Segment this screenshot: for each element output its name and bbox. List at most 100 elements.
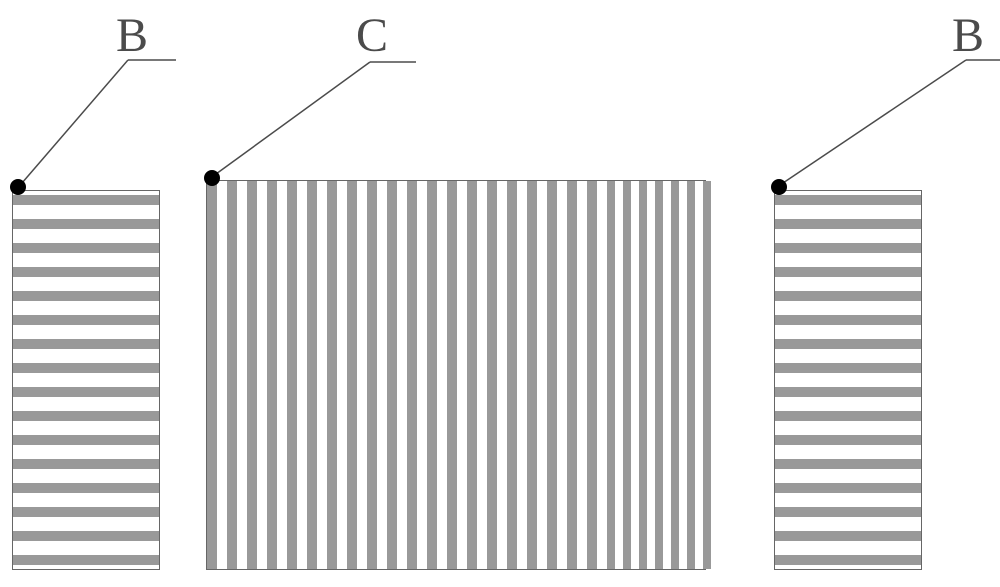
stripe-gap bbox=[647, 181, 655, 569]
stripe-gap bbox=[775, 229, 921, 243]
stripe bbox=[775, 555, 921, 565]
stripe-gap bbox=[775, 421, 921, 435]
stripe-gap bbox=[775, 301, 921, 315]
stripe bbox=[775, 363, 921, 373]
stripe-gap bbox=[775, 397, 921, 411]
stripe-gap bbox=[13, 421, 159, 435]
stripe-gap bbox=[13, 253, 159, 267]
stripe-gap bbox=[13, 229, 159, 243]
block-b-right bbox=[774, 190, 922, 570]
stripe bbox=[467, 181, 477, 569]
stripe bbox=[13, 507, 159, 517]
block-b-left bbox=[12, 190, 160, 570]
callout-dot bbox=[771, 179, 787, 195]
stripe-gap bbox=[13, 541, 159, 555]
stripe-gap bbox=[13, 325, 159, 339]
stripe bbox=[427, 181, 437, 569]
stripe-gap bbox=[577, 181, 587, 569]
stripe-gap bbox=[13, 373, 159, 387]
stripe bbox=[13, 195, 159, 205]
stripe-gap bbox=[497, 181, 507, 569]
stripe-gap bbox=[597, 181, 607, 569]
stripe bbox=[775, 507, 921, 517]
stripe bbox=[567, 181, 577, 569]
stripe bbox=[703, 181, 711, 569]
stripe-gap bbox=[237, 181, 247, 569]
stripe bbox=[607, 181, 615, 569]
stripe-gap bbox=[377, 181, 387, 569]
stripe bbox=[207, 181, 217, 569]
stripe-gap bbox=[615, 181, 623, 569]
diagram-canvas: BCB bbox=[0, 0, 1000, 587]
stripe-gap bbox=[13, 349, 159, 363]
stripe-gap bbox=[517, 181, 527, 569]
stripe bbox=[287, 181, 297, 569]
stripe-gap bbox=[257, 181, 267, 569]
stripe-gap bbox=[537, 181, 547, 569]
stripe-gap bbox=[695, 181, 703, 569]
stripe-gap bbox=[13, 469, 159, 483]
stripe-gap bbox=[775, 373, 921, 387]
stripe bbox=[13, 531, 159, 541]
stripe-gap bbox=[397, 181, 407, 569]
stripe bbox=[775, 219, 921, 229]
stripe bbox=[13, 459, 159, 469]
stripe bbox=[507, 181, 517, 569]
stripe bbox=[775, 435, 921, 445]
stripe bbox=[775, 315, 921, 325]
stripe bbox=[13, 411, 159, 421]
stripe bbox=[307, 181, 317, 569]
stripe-gap bbox=[679, 181, 687, 569]
stripe-gap bbox=[417, 181, 427, 569]
stripe bbox=[267, 181, 277, 569]
stripe bbox=[687, 181, 695, 569]
stripe-gap bbox=[13, 445, 159, 459]
stripe-gap bbox=[297, 181, 307, 569]
stripe-gap bbox=[775, 517, 921, 531]
stripe-gap bbox=[775, 469, 921, 483]
stripe bbox=[623, 181, 631, 569]
stripe-gap bbox=[13, 205, 159, 219]
stripe bbox=[367, 181, 377, 569]
stripe bbox=[13, 267, 159, 277]
stripe-gap bbox=[775, 277, 921, 291]
stripe bbox=[13, 555, 159, 565]
leader-line bbox=[783, 60, 966, 183]
stripe bbox=[671, 181, 679, 569]
stripe-gap bbox=[775, 541, 921, 555]
stripe bbox=[775, 411, 921, 421]
stripe bbox=[775, 195, 921, 205]
leader-line bbox=[216, 62, 370, 174]
stripe-gap bbox=[277, 181, 287, 569]
stripe-gap bbox=[457, 181, 467, 569]
stripe bbox=[447, 181, 457, 569]
stripe-gap bbox=[13, 301, 159, 315]
stripe-gap bbox=[775, 253, 921, 267]
leader-line bbox=[22, 60, 128, 183]
stripe bbox=[775, 339, 921, 349]
stripe-gap bbox=[13, 517, 159, 531]
stripe-gap bbox=[775, 325, 921, 339]
stripe bbox=[775, 483, 921, 493]
stripe bbox=[13, 291, 159, 301]
stripe bbox=[13, 315, 159, 325]
callout-dot bbox=[204, 170, 220, 186]
stripe bbox=[13, 483, 159, 493]
stripe bbox=[327, 181, 337, 569]
stripe bbox=[527, 181, 537, 569]
block-c bbox=[206, 180, 706, 570]
stripe-gap bbox=[357, 181, 367, 569]
stripe bbox=[227, 181, 237, 569]
stripe-gap bbox=[437, 181, 447, 569]
stripe-gap bbox=[631, 181, 639, 569]
stripe-gap bbox=[775, 445, 921, 459]
stripe-gap bbox=[775, 205, 921, 219]
stripe bbox=[775, 459, 921, 469]
stripe-gap bbox=[13, 277, 159, 291]
stripe-gap bbox=[217, 181, 227, 569]
stripe bbox=[775, 267, 921, 277]
stripe bbox=[407, 181, 417, 569]
stripe-gap bbox=[557, 181, 567, 569]
stripe bbox=[13, 363, 159, 373]
stripe bbox=[775, 291, 921, 301]
